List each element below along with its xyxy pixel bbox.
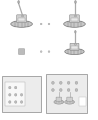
- Ellipse shape: [54, 100, 64, 104]
- Ellipse shape: [64, 21, 85, 27]
- Ellipse shape: [20, 101, 23, 103]
- FancyBboxPatch shape: [79, 97, 86, 106]
- Bar: [18, 18, 25, 21]
- Ellipse shape: [9, 86, 11, 89]
- FancyBboxPatch shape: [17, 15, 26, 23]
- Ellipse shape: [59, 89, 62, 91]
- Ellipse shape: [18, 0, 20, 3]
- FancyBboxPatch shape: [70, 43, 79, 50]
- FancyBboxPatch shape: [56, 97, 62, 101]
- Ellipse shape: [74, 44, 76, 45]
- Ellipse shape: [74, 15, 77, 17]
- Ellipse shape: [52, 81, 54, 84]
- Ellipse shape: [9, 93, 11, 96]
- Ellipse shape: [65, 49, 84, 55]
- Bar: [71, 18, 78, 21]
- Ellipse shape: [67, 89, 70, 91]
- Ellipse shape: [67, 81, 70, 84]
- Ellipse shape: [52, 89, 54, 91]
- FancyBboxPatch shape: [2, 76, 41, 112]
- FancyBboxPatch shape: [67, 97, 72, 101]
- Ellipse shape: [59, 81, 62, 84]
- Ellipse shape: [48, 51, 50, 52]
- Ellipse shape: [75, 0, 76, 3]
- Ellipse shape: [11, 21, 32, 27]
- FancyBboxPatch shape: [46, 74, 87, 113]
- Ellipse shape: [48, 23, 50, 25]
- Bar: [71, 46, 78, 49]
- FancyBboxPatch shape: [19, 49, 25, 54]
- Ellipse shape: [75, 30, 76, 33]
- Ellipse shape: [15, 93, 17, 96]
- Ellipse shape: [75, 89, 78, 91]
- Ellipse shape: [40, 23, 42, 25]
- Ellipse shape: [21, 15, 24, 17]
- Ellipse shape: [20, 93, 23, 96]
- FancyBboxPatch shape: [70, 15, 79, 23]
- Ellipse shape: [15, 86, 17, 89]
- FancyBboxPatch shape: [5, 82, 24, 106]
- Ellipse shape: [75, 81, 78, 84]
- Ellipse shape: [65, 100, 74, 104]
- Ellipse shape: [40, 51, 42, 52]
- Ellipse shape: [15, 101, 17, 103]
- Ellipse shape: [9, 101, 11, 103]
